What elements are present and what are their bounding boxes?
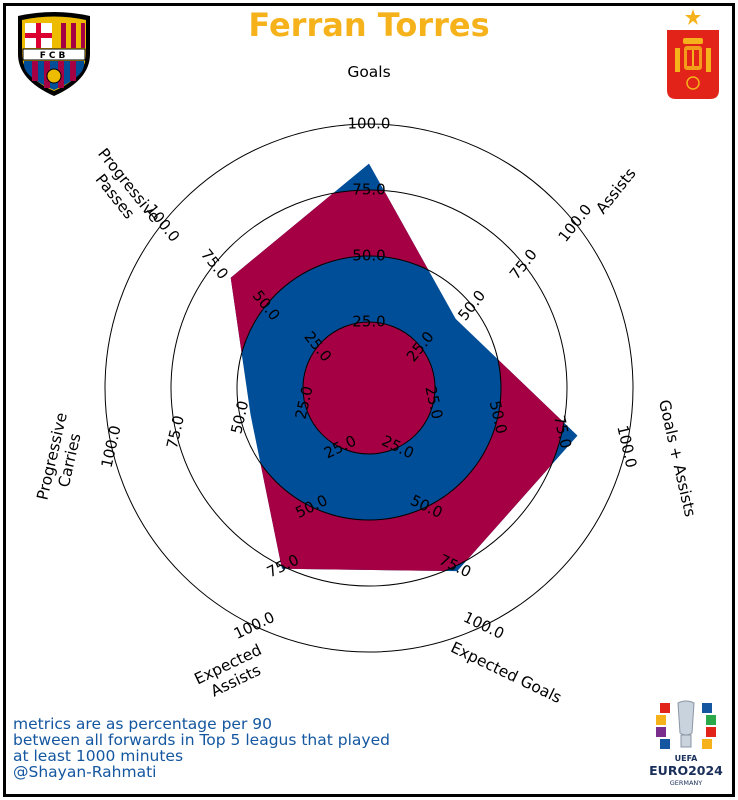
footnote-line: metrics are as percentage per 90: [13, 715, 272, 733]
footnote-line: between all forwards in Top 5 leagus tha…: [13, 731, 390, 749]
ring-tick-label: 75.0: [197, 246, 232, 283]
uefa-euro-2024-logo-icon: UEFA EURO2024 GERMANY: [649, 700, 723, 787]
spain-federation-crest-icon: [667, 9, 719, 99]
grid-ring: [302, 321, 436, 455]
ring-tick-label: 100.0: [613, 424, 640, 470]
category-label: ProgressiveCarries: [33, 411, 88, 506]
ring-tick-label: 100.0: [555, 201, 596, 246]
chart-title: Ferran Torres: [248, 6, 490, 44]
ring-tick-label: 25.0: [352, 313, 385, 331]
grid-ring: [170, 189, 568, 587]
ring-tick-label: 100.0: [231, 608, 278, 643]
ring-tick-label: 75.0: [352, 181, 385, 199]
category-label: Assists: [592, 165, 639, 218]
category-label: ProgressivePasses: [80, 145, 164, 237]
ring-tick-label: 100.0: [348, 115, 391, 133]
ring-tick-label: 50.0: [352, 247, 385, 265]
category-label: ExpectedAssists: [192, 641, 273, 705]
ring-tick-label: 100.0: [98, 424, 125, 470]
euro-logo-line3: GERMANY: [670, 779, 703, 787]
ring-tick-label: 100.0: [461, 608, 508, 643]
category-label: Expected Goals: [448, 638, 564, 707]
ring-tick-label: 75.0: [163, 414, 188, 451]
fc-barcelona-crest-icon: FCB: [18, 12, 90, 96]
footnote: metrics are as percentage per 90 between…: [13, 716, 443, 780]
euro-logo-line1: UEFA: [675, 754, 699, 763]
category-label: Goals: [347, 63, 390, 81]
ring-tick-label: 50.0: [227, 399, 252, 436]
band-inner: [303, 322, 435, 454]
fcb-logo-text: FCB: [40, 51, 69, 61]
grid-ring: [104, 123, 634, 653]
ring-tick-label: 75.0: [264, 551, 302, 582]
category-label: Goals + Assists: [655, 398, 699, 519]
footnote-credit: @Shayan-Rahmati: [13, 763, 157, 781]
footnote-line: at least 1000 minutes: [13, 747, 184, 765]
grid-ring: [236, 255, 502, 521]
euro-logo-line2: EURO2024: [649, 763, 723, 778]
ring-tick-label: 75.0: [506, 246, 541, 283]
